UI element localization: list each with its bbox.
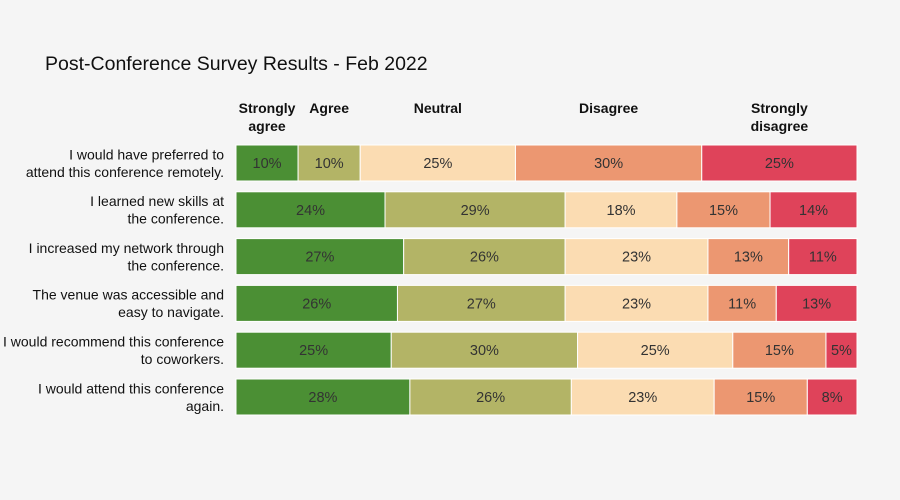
bar-value-label: 23% [628, 390, 657, 406]
bar-segment [390, 331, 579, 369]
bar-segment [396, 284, 566, 322]
bar-value-label: 15% [746, 390, 775, 406]
bar-value-label: 23% [622, 296, 651, 312]
bar-segment [707, 238, 790, 276]
bar-value-label: 11% [809, 250, 837, 266]
legend-label: Strongly [239, 100, 296, 116]
legend-label: Agree [309, 100, 349, 116]
bar-segment [235, 144, 299, 182]
bar-value-label: 25% [299, 343, 328, 359]
bar-value-label: 5% [831, 343, 852, 359]
row-label: I increased my network through [29, 240, 224, 256]
bar-segment [570, 378, 715, 416]
row-label: I would attend this conference [38, 380, 224, 396]
bar-segment [775, 284, 858, 322]
bar-value-label: 15% [709, 203, 738, 219]
bar-value-label: 8% [822, 390, 843, 406]
bar-value-label: 28% [308, 390, 337, 406]
bar-segment [297, 144, 361, 182]
row-label: I would recommend this conference [3, 333, 224, 349]
row-label: to coworkers. [141, 351, 224, 367]
row-label: I would have preferred to [69, 146, 224, 162]
bar-segment [701, 144, 858, 182]
bar-segment [564, 238, 709, 276]
bar-value-label: 10% [253, 156, 282, 172]
row-label: the conference. [127, 211, 224, 227]
bar-value-label: 27% [305, 250, 334, 266]
bar-segment [825, 331, 858, 369]
bar-value-label: 15% [765, 343, 794, 359]
row-label: easy to navigate. [118, 304, 224, 320]
bar-value-label: 10% [315, 156, 344, 172]
row-label: the conference. [127, 257, 224, 273]
bar-value-label: 13% [802, 296, 831, 312]
bar-segment [564, 284, 709, 322]
bar-value-label: 14% [799, 203, 828, 219]
bar-segment [384, 191, 566, 229]
bar-segment [713, 378, 808, 416]
bar-value-label: 25% [765, 156, 794, 172]
row-labels: I would have preferred to attend this con… [3, 146, 224, 414]
bar-segment [676, 191, 771, 229]
bar-value-label: 25% [423, 156, 452, 172]
bar-segment [235, 331, 392, 369]
bar-value-label: 26% [476, 390, 505, 406]
row-label: again. [186, 398, 224, 414]
legend-label: Strongly [751, 100, 808, 116]
bar-segment [403, 238, 566, 276]
bar-segment [359, 144, 516, 182]
bar-value-label: 26% [470, 250, 499, 266]
legend: Strongly agree Agree Neutral Disagree Strongl… [239, 100, 809, 134]
bar-segment [235, 191, 386, 229]
bar-segment [577, 331, 734, 369]
bar-segment [806, 378, 858, 416]
chart-title: Post-Conference Survey Results - Feb 202… [45, 53, 428, 75]
bar-value-label: 23% [622, 250, 651, 266]
bar-value-label: 11% [728, 296, 756, 312]
bar-segment [235, 284, 398, 322]
row-label: The venue was accessible and [33, 287, 224, 303]
bar-segment [707, 284, 777, 322]
bar-value-label: 13% [734, 250, 763, 266]
bar-value-label: 30% [470, 343, 499, 359]
bar-value-label: 24% [296, 203, 325, 219]
row-label: I learned new skills at [90, 193, 224, 209]
bars: 10% 10% 25% 30% 25% 24% 29% 18% 15% 14% 27% 26% 23% 1… [235, 144, 858, 416]
legend-label: Disagree [579, 100, 638, 116]
bar-segment [409, 378, 572, 416]
bar-value-label: 30% [594, 156, 623, 172]
legend-label: agree [248, 118, 286, 134]
bar-value-label: 25% [641, 343, 670, 359]
bar-value-label: 29% [461, 203, 490, 219]
bar-segment [788, 238, 858, 276]
legend-label: disagree [751, 118, 809, 134]
row-label: attend this conference remotely. [26, 164, 224, 180]
bar-value-label: 27% [467, 296, 496, 312]
bar-segment [564, 191, 678, 229]
bar-segment [769, 191, 858, 229]
bar-value-label: 18% [607, 203, 636, 219]
bar-value-label: 26% [302, 296, 331, 312]
legend-label: Neutral [414, 100, 462, 116]
